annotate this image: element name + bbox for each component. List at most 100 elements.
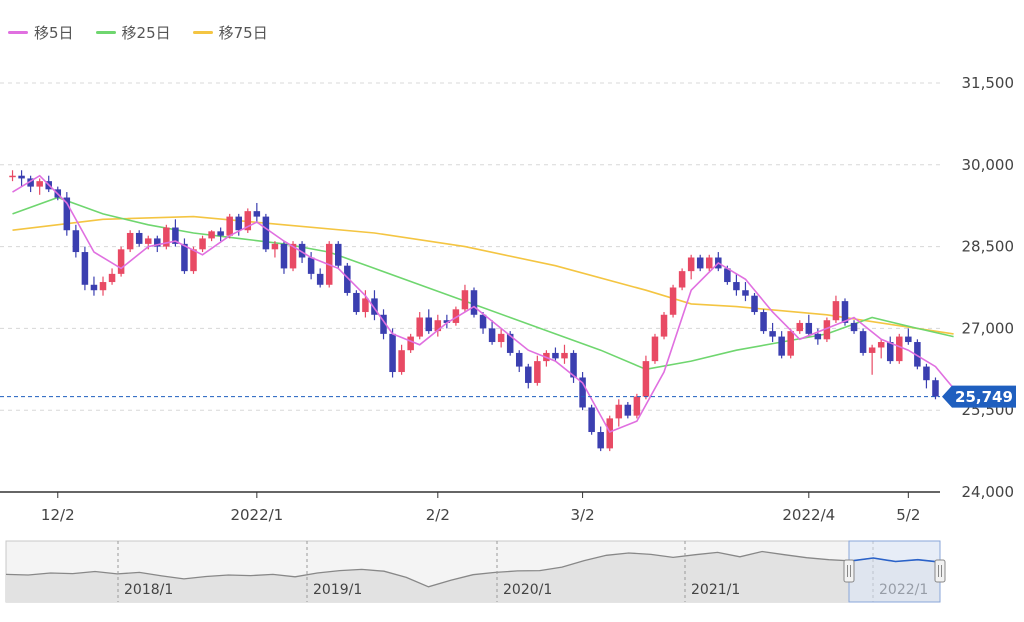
candle-body [687,257,695,272]
candle-body [18,175,25,179]
candle [434,314,442,337]
candle [579,372,586,411]
candle [244,208,252,233]
legend-label-ma75: 移75日 [218,23,268,42]
candle-body [452,309,460,323]
candle [36,178,43,195]
candle [932,377,939,400]
candle-body [344,265,351,293]
candle-body [461,290,469,310]
candle-body [597,432,604,449]
candle-body [841,301,849,323]
candlestick-chart[interactable]: 31,50030,00028,50027,00025,50024,00012/2… [0,0,1024,530]
candle [696,254,704,272]
candle-body [651,336,659,362]
navigator-handle-left[interactable] [843,559,855,583]
candle-body [271,243,279,250]
candle [905,328,912,345]
candle [99,276,107,296]
candle-body [407,336,414,351]
legend-swatch-ma5 [8,30,28,34]
candle-body [678,271,686,288]
candle-body [217,231,224,236]
candle [9,170,16,182]
candle [316,268,324,288]
candle-body [181,243,188,272]
candle-body [886,342,894,362]
candle-body [208,231,215,239]
last-price-label: 25,749 [955,388,1013,406]
candle-body [172,227,179,244]
navigator-selected-line [850,557,941,563]
candle-body [624,404,632,416]
candle [850,320,858,334]
navigator-year-label: 2020/1 [503,582,552,598]
navigator-background [5,540,941,603]
candle [787,328,794,359]
candle-body [588,407,595,433]
candle [253,202,261,223]
candle [262,213,270,253]
y-tick-label: 30,000 [962,156,1015,174]
x-tick-label: 3/2 [571,506,595,524]
candle-body [316,273,324,285]
candle [642,355,650,400]
candle-body [253,211,261,217]
candle [27,175,34,193]
candle [416,312,423,340]
candle [425,309,433,334]
candle [561,344,568,364]
candle [706,254,713,272]
candle-body [262,216,270,250]
candle-body [787,331,794,356]
candle [217,227,224,242]
legend-item-ma5[interactable]: 移5日 [8,22,74,43]
x-tick-label: 5/2 [896,506,920,524]
candle-body [832,301,840,321]
candle [452,306,460,326]
navigator-line [5,550,941,588]
legend-item-ma75[interactable]: 移75日 [192,22,268,43]
candle-body [778,336,785,356]
candle-body [362,298,369,313]
candle-body [353,292,360,313]
candle-body [389,333,396,373]
x-tick-label: 12/2 [41,506,75,524]
candle [796,320,804,334]
candle-body [606,418,613,449]
candle-body [579,377,586,408]
candle-body [126,232,134,250]
candle [805,314,813,337]
candle-body [289,243,297,269]
candle-body [144,238,152,244]
candle-body [561,352,568,359]
legend-label-ma25: 移25日 [121,23,171,42]
candle-body [633,396,641,416]
candle [443,314,451,329]
candle [335,241,342,269]
candle-body [506,333,514,353]
candle-body [669,287,677,315]
candle-body [36,181,43,187]
candle [896,333,903,364]
candle-body [72,230,80,253]
candle [126,230,134,253]
candle-body [706,257,713,269]
candle [226,213,233,239]
candle [461,284,469,313]
candle [172,219,179,247]
legend-item-ma25[interactable]: 移25日 [95,22,171,43]
y-tick-label: 24,000 [962,483,1015,501]
candle-body [244,211,252,231]
candle-body [814,333,822,340]
candle [380,309,387,340]
legend-swatch-ma75 [192,30,213,34]
ma75-line [12,215,954,335]
candle [552,347,559,362]
candle-body [733,282,740,291]
navigator-selection [848,540,941,603]
candle [190,246,197,274]
navigator-handle-right[interactable] [934,559,946,583]
candle [488,320,496,345]
candle-body [660,314,668,337]
